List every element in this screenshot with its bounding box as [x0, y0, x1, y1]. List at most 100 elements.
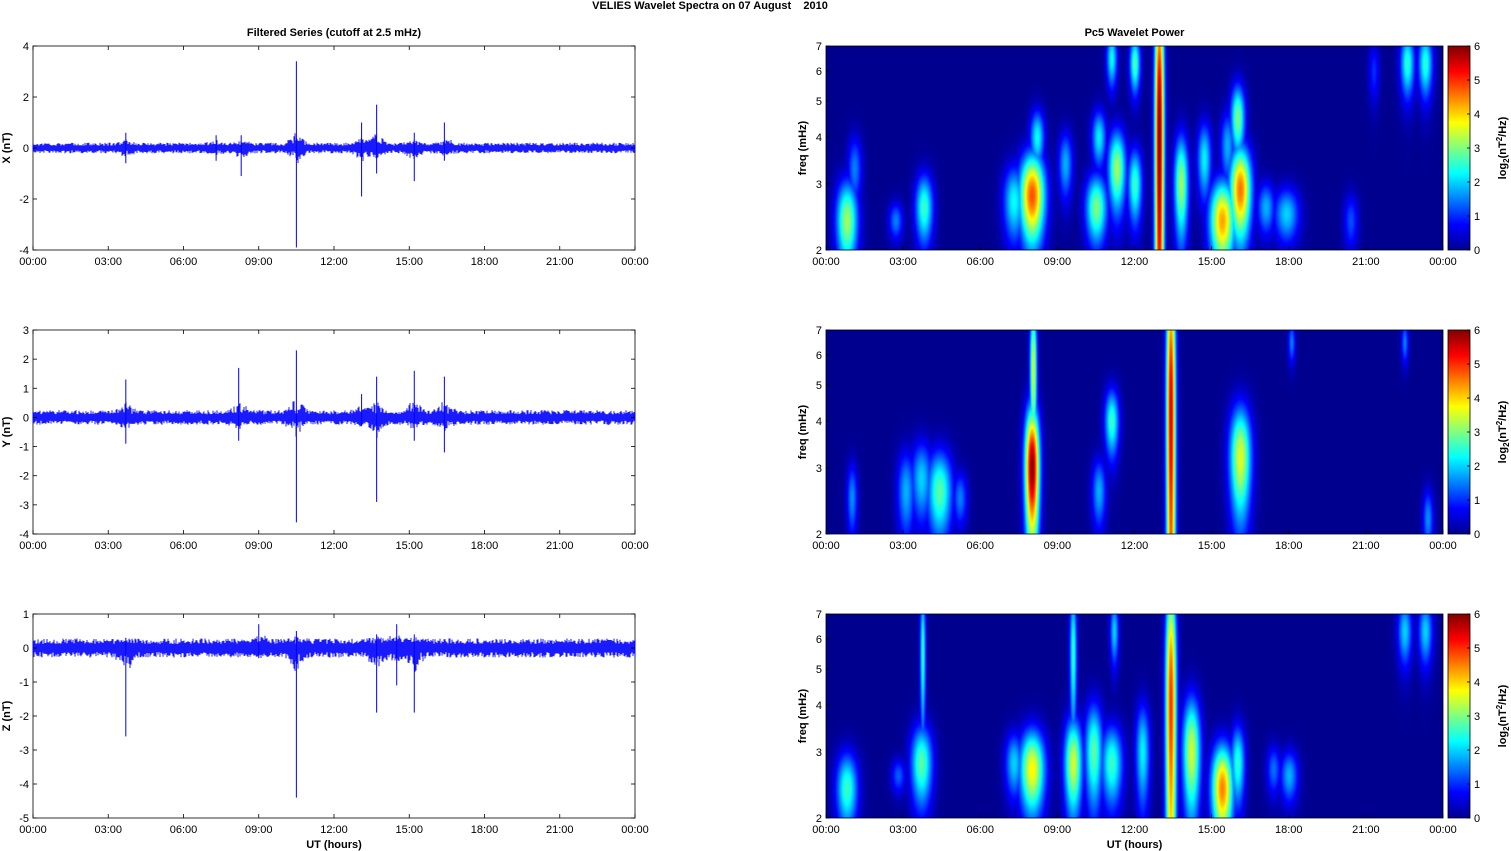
x-tick-label: 21:00: [1352, 824, 1380, 836]
x-tick-label: 00:00: [19, 824, 47, 836]
colorbar: [1447, 45, 1471, 251]
x-tick-label: 15:00: [1198, 824, 1226, 836]
x-tick-label: 09:00: [245, 256, 273, 268]
x-tick-label: 00:00: [1429, 256, 1457, 268]
x-tick-label: 15:00: [1198, 256, 1226, 268]
y-tick-label: 4: [816, 416, 822, 428]
y-tick-label: 3: [816, 179, 822, 191]
x-tick-label: 03:00: [889, 256, 917, 268]
colorbar-label: log2(nT2/Hz): [1495, 116, 1511, 179]
x-tick-label: 18:00: [471, 824, 499, 836]
y-tick-label: 4: [816, 132, 822, 144]
y-tick-label: 4: [816, 700, 822, 712]
wavelet-power-image: [826, 330, 1443, 534]
y-tick-label: 5: [816, 380, 822, 392]
x-tick-label: 18:00: [471, 540, 499, 552]
x-tick-label: 03:00: [94, 824, 122, 836]
y-tick-label: 2: [23, 354, 29, 366]
y-tick-label: 0: [23, 412, 29, 424]
x-axis-label: UT (hours): [1107, 839, 1163, 851]
panel-title: Pc5 Wavelet Power: [1085, 27, 1186, 39]
x-tick-label: 21:00: [1352, 256, 1380, 268]
x-axis-label: UT (hours): [306, 839, 362, 851]
y-tick-label: 1: [23, 383, 29, 395]
x-tick-label: 12:00: [320, 256, 348, 268]
y-tick-label: 3: [816, 747, 822, 759]
colorbar-tick-label: 4: [1474, 677, 1480, 689]
x-tick-label: 18:00: [471, 256, 499, 268]
x-tick-label: 18:00: [1275, 824, 1303, 836]
y-tick-label: 6: [816, 66, 822, 78]
y-tick-label: 3: [23, 325, 29, 337]
colorbar-tick-label: 6: [1474, 609, 1480, 621]
y-tick-label: 7: [816, 41, 822, 53]
x-tick-label: 00:00: [621, 540, 649, 552]
y-tick-label: 4: [23, 41, 29, 53]
x-tick-label: 06:00: [966, 540, 994, 552]
colorbar-tick-label: 1: [1474, 495, 1480, 507]
colorbar: [1447, 329, 1471, 535]
y-tick-label: 6: [816, 634, 822, 646]
x-tick-label: 00:00: [621, 256, 649, 268]
colorbar-tick-label: 2: [1474, 461, 1480, 473]
x-tick-label: 00:00: [1429, 824, 1457, 836]
y-tick-label: -1: [19, 677, 29, 689]
y-tick-label: -4: [19, 779, 29, 791]
wavelet-panel-y: 7 6 5 4 3 2 freq (mHz) 6 5 4 3 2 1 0 log2(nT2/Hz) 00:00…: [797, 325, 1511, 552]
x-tick-label: 09:00: [1044, 824, 1072, 836]
colorbar-tick-label: 6: [1474, 325, 1480, 337]
x-tick-label: 15:00: [395, 540, 423, 552]
x-tick-label: 00:00: [19, 540, 47, 552]
x-tick-label: 03:00: [94, 540, 122, 552]
x-tick-label: 15:00: [395, 256, 423, 268]
y-tick-label: -2: [19, 194, 29, 206]
colorbar-tick-label: 3: [1474, 427, 1480, 439]
y-axis-label: freq (mHz): [797, 688, 809, 743]
figure-title: VELIES Wavelet Spectra on 07 August 2010: [592, 0, 828, 12]
y-tick-label: -4: [19, 529, 29, 541]
x-tick-label: 09:00: [245, 540, 273, 552]
y-tick-label: 2: [816, 813, 822, 825]
y-tick-label: 2: [816, 529, 822, 541]
x-tick-label: 00:00: [812, 824, 840, 836]
x-tick-label: 21:00: [1352, 540, 1380, 552]
colorbar-label: log2(nT2/Hz): [1495, 684, 1511, 747]
x-tick-label: 00:00: [621, 824, 649, 836]
colorbar-tick-label: 6: [1474, 41, 1480, 53]
series-panel-x: 4 2 0 -2 -4 X (nT) 00:00 03:00 06:00 09:00 12:00 15…: [1, 27, 649, 268]
y-tick-label: -2: [19, 471, 29, 483]
y-axis-label: freq (mHz): [797, 120, 809, 175]
y-tick-label: 5: [816, 96, 822, 108]
x-tick-label: 21:00: [546, 256, 574, 268]
colorbar-tick-label: 5: [1474, 643, 1480, 655]
series-trace: [32, 133, 636, 163]
wavelet-panel-x: 7 6 5 4 3 2 freq (mHz) 6 5 4 3 2 1 0 log2(nT2/Hz) 00:00…: [797, 27, 1511, 268]
y-tick-label: 0: [23, 643, 29, 655]
y-tick-label: -1: [19, 442, 29, 454]
x-tick-label: 06:00: [170, 540, 198, 552]
x-tick-label: 09:00: [1044, 256, 1072, 268]
y-tick-label: 7: [816, 325, 822, 337]
y-tick-label: 6: [816, 350, 822, 362]
wavelet-panel-z: 7 6 5 4 3 2 freq (mHz) 6 5 4 3 2 1 0 log2(nT2/Hz) 00:00…: [797, 609, 1511, 851]
x-tick-label: 18:00: [1275, 256, 1303, 268]
x-tick-label: 00:00: [19, 256, 47, 268]
x-tick-label: 09:00: [245, 824, 273, 836]
y-tick-label: -2: [19, 711, 29, 723]
colorbar-tick-label: 4: [1474, 109, 1480, 121]
y-tick-label: -5: [19, 813, 29, 825]
y-tick-label: 5: [816, 664, 822, 676]
colorbar-tick-label: 1: [1474, 211, 1480, 223]
x-tick-label: 15:00: [395, 824, 423, 836]
x-tick-label: 00:00: [812, 540, 840, 552]
wavelet-power-image: [826, 46, 1443, 250]
colorbar-label: log2(nT2/Hz): [1495, 400, 1511, 463]
y-axis-label: Y (nT): [1, 416, 13, 447]
colorbar-tick-label: 2: [1474, 177, 1480, 189]
x-tick-label: 12:00: [1121, 824, 1149, 836]
series-trace: [32, 401, 636, 438]
y-axis-label: freq (mHz): [797, 404, 809, 459]
x-tick-label: 03:00: [889, 540, 917, 552]
colorbar-tick-label: 0: [1474, 529, 1480, 541]
